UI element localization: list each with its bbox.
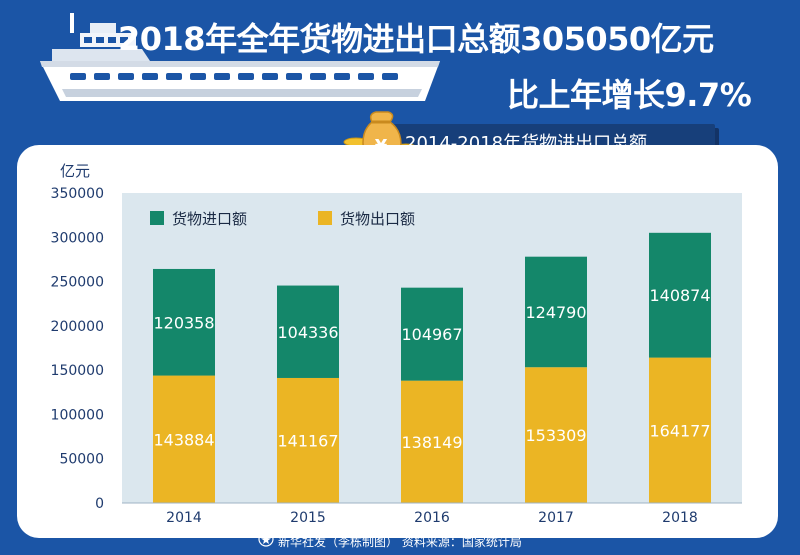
y-tick-label: 100000 [51, 407, 104, 423]
data-label-import: 124790 [525, 303, 586, 322]
bar-import [525, 256, 587, 368]
bar-export [401, 380, 463, 503]
y-tick-label: 250000 [51, 275, 104, 291]
x-tick-label: 2016 [414, 510, 450, 526]
x-tick-label: 2014 [166, 510, 202, 526]
y-tick-label: 0 [95, 496, 104, 512]
data-label-import: 120358 [153, 313, 214, 332]
source-credit: 新华社发（李栋制图） 资料来源：国家统计局 [278, 535, 522, 549]
bar-import [153, 268, 215, 376]
y-tick-label: 300000 [51, 230, 104, 246]
bar-export [277, 377, 339, 503]
data-label-export: 143884 [153, 430, 214, 449]
cargo-ship-icon [40, 13, 440, 101]
data-label-import: 140874 [649, 286, 710, 305]
xinhua-logo-icon [258, 531, 274, 547]
bar-export [649, 357, 711, 503]
data-label-export: 153309 [525, 426, 586, 445]
data-label-export: 141167 [277, 431, 338, 450]
bar-import [649, 232, 711, 358]
legend-label: 货物出口额 [340, 210, 415, 228]
data-label-export: 164177 [649, 421, 710, 440]
bar-export [525, 367, 587, 503]
x-tick-label: 2017 [538, 510, 574, 526]
bar-import [277, 285, 339, 378]
y-tick-label: 150000 [51, 363, 104, 379]
legend-swatch [150, 211, 164, 225]
x-tick-label: 2015 [290, 510, 326, 526]
y-tick-label: 350000 [51, 186, 104, 202]
headline-growth: 比上年增长9.7% [507, 76, 752, 114]
data-label-export: 138149 [401, 433, 462, 452]
legend-swatch [318, 211, 332, 225]
legend-label: 货物进口额 [172, 210, 247, 228]
data-label-import: 104967 [401, 325, 462, 344]
headline-total: 2018年全年货物进出口总额305050亿元 [118, 20, 714, 58]
bar-export [153, 375, 215, 503]
x-tick-label: 2018 [662, 510, 698, 526]
bar-import [401, 287, 463, 381]
y-axis-unit-label: 亿元 [60, 162, 91, 180]
y-tick-label: 50000 [59, 452, 104, 468]
data-label-import: 104336 [277, 323, 338, 342]
y-tick-label: 200000 [51, 319, 104, 335]
